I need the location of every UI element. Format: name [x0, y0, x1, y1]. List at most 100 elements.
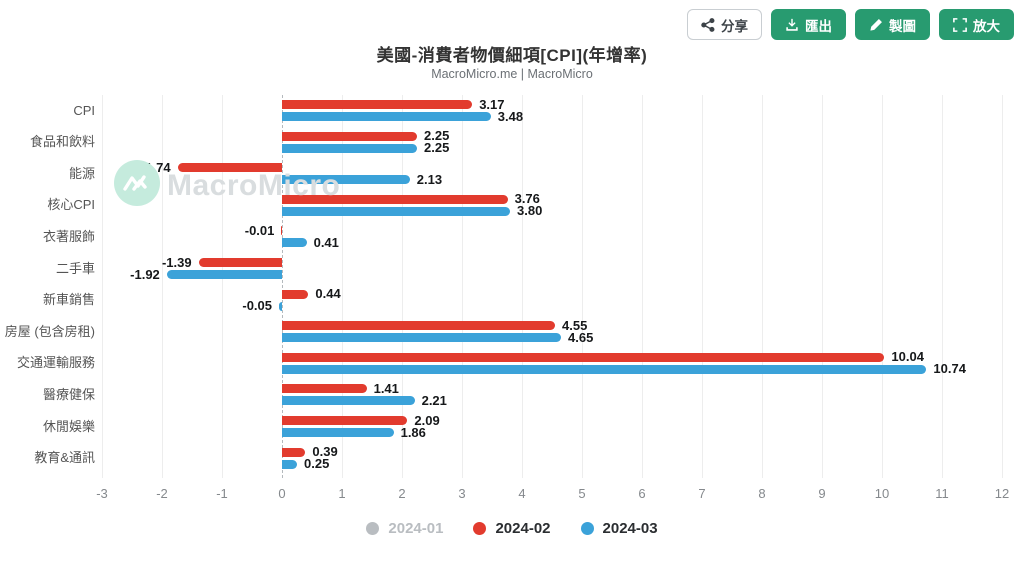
gridline [401, 95, 403, 478]
bar-2024-03[interactable] [282, 112, 491, 121]
gridline [221, 95, 223, 478]
value-label: 0.25 [304, 456, 330, 472]
legend-label: 2024-03 [602, 520, 658, 537]
value-label: 2.21 [421, 392, 447, 408]
value-label: 10.74 [933, 361, 966, 377]
value-label: 4.55 [562, 317, 588, 333]
category-label: 休閒娛樂 [42, 418, 95, 434]
value-label: 10.04 [891, 349, 924, 365]
gridline [941, 95, 943, 478]
value-label: 0.41 [313, 234, 339, 250]
x-axis-tick-label: 12 [994, 486, 1010, 501]
legend-dot [366, 522, 380, 535]
bar-2024-02[interactable] [282, 194, 508, 204]
value-label: 1.86 [400, 424, 426, 440]
share-button[interactable]: 分享 [687, 9, 762, 40]
legend-item-2024-02[interactable]: 2024-02 [473, 520, 551, 537]
bar-2024-03[interactable] [279, 301, 282, 311]
bar-2024-02[interactable] [282, 416, 408, 425]
x-axis-tick-label: 8 [758, 486, 766, 501]
category-label: 新車銷售 [42, 292, 95, 308]
legend-dot [473, 522, 487, 535]
value-label: 4.65 [568, 329, 594, 345]
bar-2024-03[interactable] [282, 175, 410, 185]
share-icon [701, 17, 715, 32]
legend-item-2024-01[interactable]: 2024-01 [366, 520, 443, 537]
category-label: 二手車 [55, 260, 95, 276]
bar-2024-03[interactable] [282, 364, 927, 374]
legend-item-2024-03[interactable]: 2024-03 [580, 520, 658, 537]
toolbar: 分享 匯出 製圖 放大 [687, 9, 1014, 40]
expand-icon [953, 17, 967, 32]
value-label: 2.25 [424, 140, 450, 156]
value-label: -1.92 [130, 266, 160, 282]
value-label: 3.80 [517, 203, 543, 219]
export-button-label: 匯出 [805, 18, 832, 34]
x-axis-tick-label: 5 [578, 486, 586, 501]
gridline [581, 95, 583, 478]
zero-gridline [281, 95, 283, 478]
legend-label: 2024-01 [388, 520, 444, 537]
gridline [701, 95, 703, 478]
value-label: 2.13 [416, 171, 443, 187]
bar-2024-03[interactable] [282, 333, 561, 343]
pencil-icon [869, 18, 883, 32]
x-axis-tick-label: 7 [698, 486, 706, 501]
draw-button[interactable]: 製圖 [855, 9, 930, 40]
gridline [1001, 95, 1003, 478]
gridline [761, 95, 763, 478]
category-label: CPI [73, 102, 95, 118]
bar-2024-03[interactable] [282, 206, 510, 216]
value-label: 2.09 [414, 412, 440, 428]
gridline [101, 95, 103, 478]
bar-2024-03[interactable] [166, 270, 282, 279]
value-label: -1.39 [161, 254, 192, 270]
bar-2024-02[interactable] [282, 289, 309, 299]
x-axis-tick-label: 3 [458, 486, 466, 501]
x-axis-tick-label: -3 [96, 486, 108, 501]
export-button[interactable]: 匯出 [771, 9, 846, 40]
bar-2024-02[interactable] [282, 352, 885, 362]
x-axis-tick-label: 4 [518, 486, 526, 501]
value-label: 0.39 [312, 444, 338, 460]
x-axis-tick-label: 10 [874, 486, 890, 501]
value-label: 3.76 [514, 191, 540, 207]
bar-2024-02[interactable] [282, 131, 417, 141]
bar-2024-02[interactable] [177, 163, 282, 173]
bar-2024-02[interactable] [282, 100, 473, 109]
bar-2024-02[interactable] [281, 226, 283, 236]
category-label: 房屋 (包含房租) [4, 323, 95, 339]
bar-2024-02[interactable] [282, 384, 367, 394]
bar-2024-02[interactable] [282, 321, 555, 331]
category-label: 能源 [68, 165, 95, 181]
gridline [821, 95, 823, 478]
bar-2024-03[interactable] [282, 143, 417, 153]
value-label: -0.01 [244, 222, 275, 238]
x-axis-tick-label: -1 [216, 486, 228, 501]
legend: 2024-01 2024-02 2024-03 [0, 520, 1024, 537]
bar-2024-03[interactable] [282, 428, 394, 437]
value-label: 3.17 [479, 96, 505, 112]
gridline [341, 95, 343, 478]
zoom-button[interactable]: 放大 [939, 9, 1014, 40]
category-label: 醫療健保 [42, 386, 95, 402]
value-label: 0.44 [315, 286, 341, 302]
bar-2024-03[interactable] [282, 459, 297, 469]
bar-2024-02[interactable] [282, 447, 306, 457]
gridline [641, 95, 643, 478]
gridline [161, 95, 163, 478]
legend-label: 2024-02 [495, 520, 551, 537]
bar-2024-03[interactable] [282, 238, 307, 248]
chart-subtitle: MacroMicro.me | MacroMicro [431, 67, 593, 81]
bar-2024-02[interactable] [198, 258, 282, 267]
value-label: 2.25 [424, 128, 450, 144]
bar-2024-03[interactable] [282, 396, 415, 406]
value-label: 1.41 [373, 380, 399, 396]
gridline [461, 95, 463, 478]
value-label: -1.74 [140, 159, 171, 175]
category-label: 衣著服飾 [42, 228, 95, 244]
share-button-label: 分享 [721, 18, 748, 34]
draw-button-label: 製圖 [889, 18, 916, 34]
